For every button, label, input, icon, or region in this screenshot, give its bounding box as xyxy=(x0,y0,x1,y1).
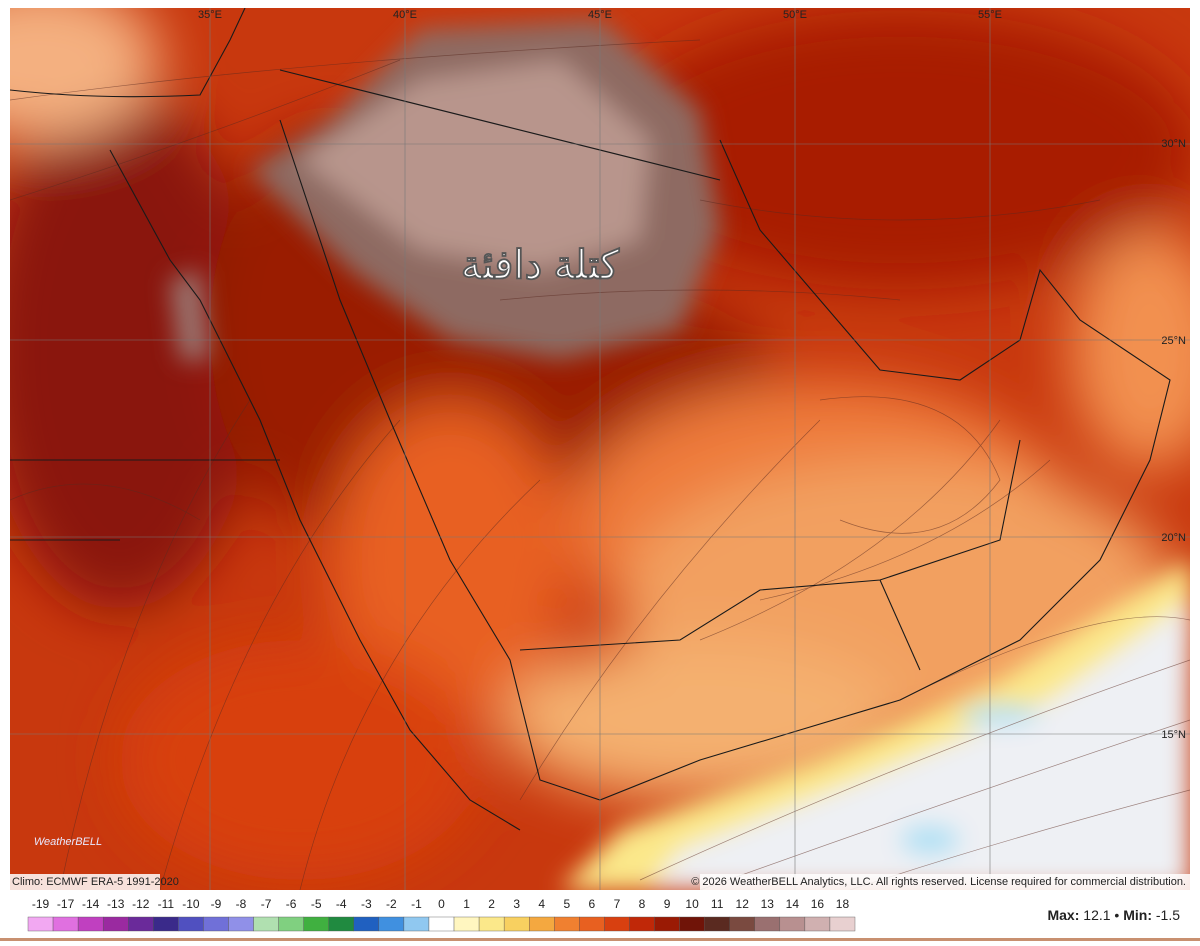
lon-label: 40°E xyxy=(393,9,417,21)
climo-text: Climo: ECMWF ERA-5 1991-2020 xyxy=(12,876,179,888)
colorbar-segment xyxy=(328,916,354,932)
colorbar-segment xyxy=(804,916,831,932)
colorbar-label: -8 xyxy=(236,897,247,911)
colorbar-segment xyxy=(428,916,455,932)
colorbar-segment xyxy=(754,916,781,932)
colorbar-label: -17 xyxy=(57,897,75,911)
colorbar-segment xyxy=(704,916,730,932)
colorbar-label: 13 xyxy=(761,897,775,911)
colorbar-label: 6 xyxy=(589,897,596,911)
colorbar-segment xyxy=(278,916,304,932)
colorbar-segment xyxy=(128,916,154,932)
colorbar-label: -2 xyxy=(386,897,397,911)
colorbar-label: -11 xyxy=(158,897,175,911)
colorbar-label: 12 xyxy=(736,897,750,911)
colorbar-label: -1 xyxy=(411,897,422,911)
colorbar-label: -12 xyxy=(132,897,150,911)
colorbar-segment xyxy=(529,916,555,932)
colorbar-label: 18 xyxy=(836,897,850,911)
lon-label: 35°E xyxy=(198,9,222,21)
colorbar-segment xyxy=(453,916,480,932)
colorbar-segment xyxy=(253,916,279,932)
lat-label: 15°N xyxy=(1161,729,1186,741)
colorbar-segment xyxy=(654,916,680,932)
colorbar-segment xyxy=(353,916,380,932)
colorbar-segment xyxy=(554,916,580,932)
colorbar-label: 10 xyxy=(685,897,699,911)
colorbar: -19 -17 -14 -13 -12 -11 -10 -9 -8 -7 -6 -5 -4 -3 -2 -1 0… xyxy=(27,897,856,932)
colorbar-label: 7 xyxy=(614,897,621,911)
colorbar-label: 1 xyxy=(463,897,470,911)
stat-max: 12.1 xyxy=(1083,907,1110,923)
colorbar-label: -19 xyxy=(32,897,50,911)
colorbar-label: -7 xyxy=(261,897,272,911)
colorbar-segment xyxy=(779,916,806,932)
colorbar-label: 2 xyxy=(488,897,495,911)
colorbar-label: 14 xyxy=(786,897,800,911)
colorbar-segment xyxy=(629,916,655,932)
stat-max-label: Max: xyxy=(1047,907,1079,923)
colorbar-segment xyxy=(27,916,54,932)
colorbar-label: 5 xyxy=(563,897,570,911)
colorbar-segment xyxy=(52,916,79,932)
colorbar-label: 9 xyxy=(664,897,671,911)
colorbar-segment xyxy=(153,916,179,932)
colorbar-label: 8 xyxy=(639,897,646,911)
colorbar-label: 4 xyxy=(538,897,545,911)
lat-label: 30°N xyxy=(1161,138,1186,150)
colorbar-label: -10 xyxy=(182,897,200,911)
copyright: © 2026 WeatherBELL Analytics, LLC. All r… xyxy=(691,876,1186,888)
lat-label: 20°N xyxy=(1161,532,1186,544)
colorbar-label: 0 xyxy=(438,897,445,911)
colorbar-segment xyxy=(77,916,104,932)
colorbar-label: -13 xyxy=(107,897,125,911)
colorbar-segment xyxy=(503,916,530,932)
lon-label: 55°E xyxy=(978,9,1002,21)
lon-label: 45°E xyxy=(588,9,612,21)
colorbar-segment xyxy=(579,916,605,932)
colorbar-segment xyxy=(829,916,856,932)
colorbar-segment xyxy=(604,916,630,932)
colorbar-segment xyxy=(203,916,229,932)
colorbar-segment xyxy=(403,916,430,932)
stats: Max: 12.1 • Min: -1.5 xyxy=(1047,907,1180,923)
colorbar-label: -5 xyxy=(311,897,322,911)
map-annotation: كتلة دافئة xyxy=(461,244,620,288)
colorbar-segment xyxy=(178,916,204,932)
colorbar-label: 16 xyxy=(811,897,825,911)
colorbar-label: -3 xyxy=(361,897,372,911)
colorbar-label: 11 xyxy=(711,897,724,911)
colorbar-label: -9 xyxy=(211,897,222,911)
colorbar-segment xyxy=(729,916,755,932)
colorbar-segment xyxy=(679,916,705,932)
logo: WeatherBELL xyxy=(34,836,102,848)
map: 35°E 40°E 45°E 50°E 55°E 30°N 25°N 20°N 15°N كت… xyxy=(10,8,1190,890)
colorbar-segment xyxy=(303,916,329,932)
lon-label: 50°E xyxy=(783,9,807,21)
colorbar-segment xyxy=(228,916,254,932)
stat-separator: • xyxy=(1114,907,1119,923)
colorbar-label: -4 xyxy=(336,897,347,911)
colorbar-segment xyxy=(378,916,405,932)
stat-min: -1.5 xyxy=(1156,907,1180,923)
colorbar-segment xyxy=(102,916,129,932)
colorbar-label: -14 xyxy=(82,897,100,911)
lat-label: 25°N xyxy=(1161,335,1186,347)
stat-min-label: Min: xyxy=(1123,907,1152,923)
colorbar-segment xyxy=(478,916,505,932)
colorbar-label: -6 xyxy=(286,897,297,911)
colorbar-label: 3 xyxy=(513,897,520,911)
